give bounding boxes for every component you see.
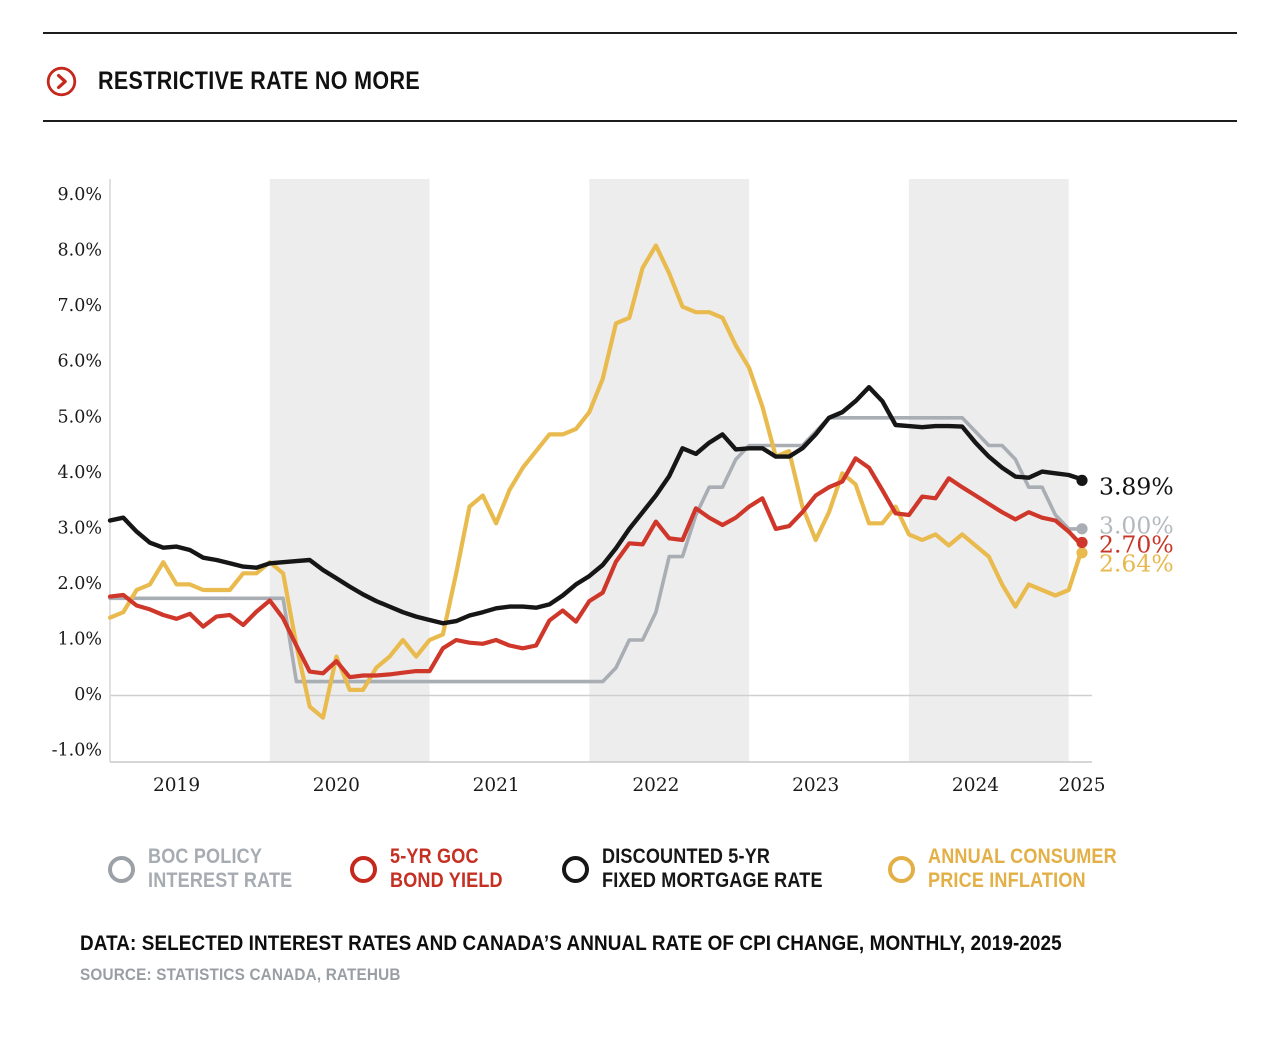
year-shade-band-2020	[269, 179, 430, 762]
chart-source: SOURCE: STATISTICS CANADA, RATEHUB	[80, 965, 401, 984]
y-tick-label: 3.0%	[58, 518, 102, 538]
x-tick-label-2021: 2021	[473, 775, 520, 796]
series-end-dot	[1076, 547, 1088, 559]
series-line-annual-consumer-price-inflation	[107, 243, 1085, 720]
y-tick-label: 8.0%	[58, 241, 102, 261]
legend-label: DISCOUNTED 5-YR FIXED MORTGAGE RATE	[602, 845, 823, 892]
series-end-dot	[1076, 536, 1088, 549]
page-title: RESTRICTIVE RATE NO MORE	[98, 67, 421, 95]
y-tick-label: 9.0%	[58, 185, 102, 205]
year-shade-band-2022	[589, 179, 750, 762]
x-tick-label-2019: 2019	[153, 775, 200, 796]
series-line-boc-policy-interest-rate	[108, 415, 1084, 684]
y-tick-label: -1.0%	[52, 741, 102, 761]
y-tick-label: 1.0%	[58, 629, 102, 649]
top-rule	[43, 32, 1237, 34]
series-end-label: 2.64%	[1099, 550, 1174, 578]
y-tick-label: 6.0%	[58, 352, 102, 372]
legend-item-cpi-inflation: ANNUAL CONSUMER PRICE INFLATION	[888, 845, 1148, 893]
legend-label: 5-YR GOC BOND YIELD	[390, 845, 503, 892]
bond-yield-ring-icon	[350, 856, 377, 883]
series-line-discounted-5-yr-fixed-mortgage-rate	[107, 385, 1085, 626]
series-end-label: 2.70%	[1099, 531, 1174, 559]
series-line-5-yr-goc-bond-yield	[107, 456, 1085, 680]
legend-label: BOC POLICY INTEREST RATE	[148, 845, 293, 892]
year-shade-band-2024	[908, 179, 1069, 762]
series-end-label: 3.00%	[1099, 512, 1174, 540]
kicker-header: RESTRICTIVE RATE NO MORE	[46, 66, 472, 97]
y-tick-label: 4.0%	[58, 463, 102, 483]
x-tick-label-2022: 2022	[632, 775, 679, 796]
legend-item-goc-bond-yield: 5-YR GOC BOND YIELD	[350, 845, 521, 893]
x-tick-label-2023: 2023	[792, 775, 839, 796]
y-tick-label: 0%	[74, 685, 102, 705]
legend-label: ANNUAL CONSUMER PRICE INFLATION	[928, 845, 1117, 892]
y-tick-label: 7.0%	[58, 296, 102, 316]
legend-item-fixed-mortgage-rate: DISCOUNTED 5-YR FIXED MORTGAGE RATE	[562, 845, 859, 893]
header-bottom-rule	[43, 120, 1237, 122]
series-end-label: 3.89%	[1099, 473, 1174, 501]
arrow-right-circle-icon	[46, 66, 77, 97]
series-end-dot	[1076, 474, 1088, 487]
cpi-inflation-ring-icon	[888, 856, 915, 883]
x-tick-label-2024: 2024	[952, 775, 999, 796]
series-end-dot	[1076, 523, 1088, 535]
legend-item-boc-policy-rate: BOC POLICY INTEREST RATE	[108, 845, 316, 893]
chart-caption: DATA: SELECTED INTEREST RATES AND CANADA…	[80, 932, 1062, 955]
x-tick-label-2020: 2020	[313, 775, 360, 796]
y-tick-label: 2.0%	[58, 574, 102, 594]
y-tick-label: 5.0%	[58, 407, 102, 427]
boc-policy-ring-icon	[108, 856, 135, 883]
x-tick-label-2025: 2025	[1058, 775, 1105, 796]
mortgage-rate-ring-icon	[562, 856, 589, 883]
